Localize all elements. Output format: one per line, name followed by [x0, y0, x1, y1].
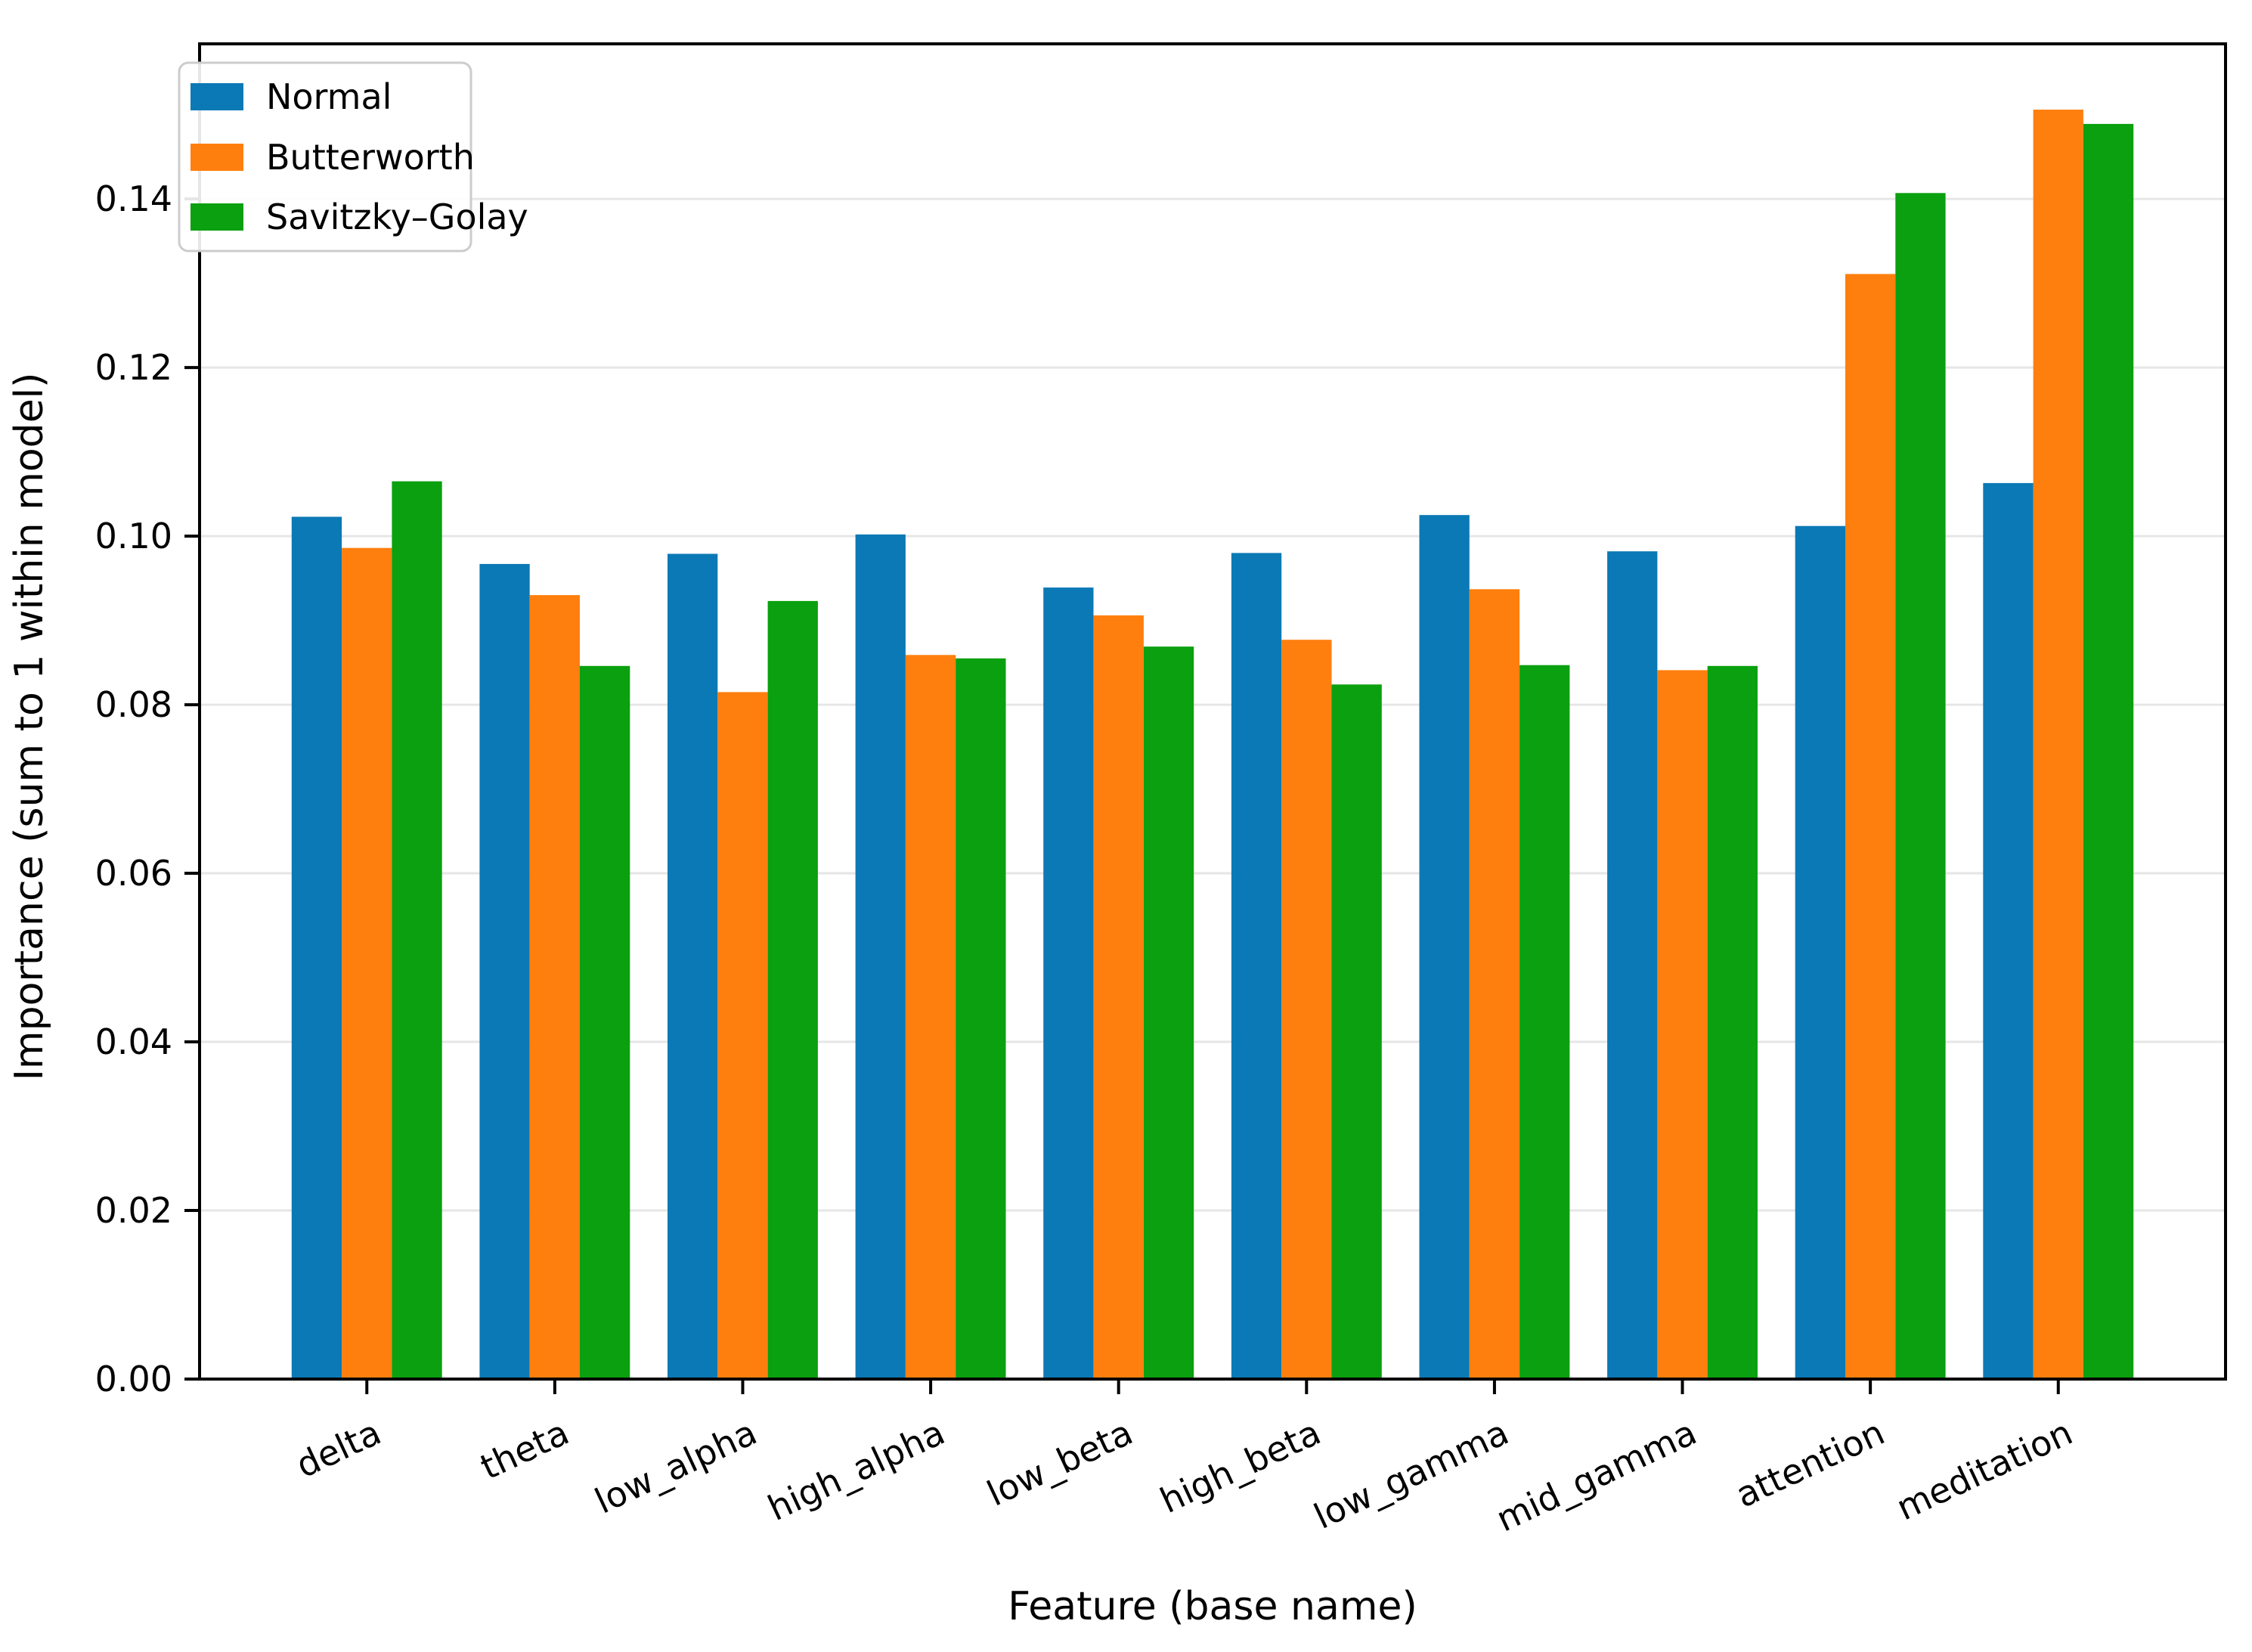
- legend: Normal Butterworth Savitzky–Golay: [178, 61, 528, 253]
- bar-butterworth-delta: [342, 547, 392, 1380]
- bar-butterworth-low_gamma: [1469, 589, 1520, 1379]
- bar-savitzky-golay-delta: [392, 481, 442, 1379]
- bar-savitzky-golay-meditation: [2083, 123, 2134, 1379]
- bar-normal-high_beta: [1231, 553, 1282, 1379]
- legend-label-butterworth: Butterworth: [266, 137, 475, 178]
- bar-normal-low_alpha: [668, 553, 718, 1379]
- x-tick-label-meditation: meditation: [1891, 1412, 2079, 1528]
- y-tick-label-0.02: 0.02: [95, 1190, 172, 1231]
- bar-normal-low_beta: [1043, 587, 1094, 1379]
- bar-normal-high_alpha: [855, 534, 906, 1379]
- bar-butterworth-low_alpha: [717, 692, 768, 1379]
- x-tick-label-high_alpha: high_alpha: [762, 1412, 951, 1529]
- y-tick-label-0.06: 0.06: [95, 853, 172, 894]
- bar-savitzky-golay-low_beta: [1143, 646, 1194, 1379]
- bar-butterworth-attention: [1845, 274, 1896, 1379]
- bar-savitzky-golay-low_alpha: [767, 600, 818, 1379]
- y-tick-label-0.08: 0.08: [95, 684, 172, 725]
- y-tick-label-0.10: 0.10: [95, 516, 172, 556]
- bar-normal-mid_gamma: [1607, 551, 1658, 1380]
- legend-swatch-butterworth: [191, 144, 243, 171]
- x-tick-label-low_alpha: low_alpha: [589, 1412, 763, 1522]
- y-tick-label-0.14: 0.14: [95, 178, 172, 219]
- x-axis-title: Feature (base name): [1008, 1584, 1417, 1629]
- bar-normal-theta: [479, 563, 530, 1379]
- legend-swatch-savitzky-golay: [191, 203, 243, 231]
- bars-layer: [291, 110, 2134, 1380]
- bar-savitzky-golay-attention: [1895, 193, 1946, 1379]
- y-tick-label-0.00: 0.00: [95, 1359, 172, 1399]
- y-tick-label-0.04: 0.04: [95, 1021, 172, 1062]
- legend-swatch-normal: [191, 83, 243, 110]
- axis-labels-layer: Feature (base name) Importance (sum to 1 …: [7, 373, 1417, 1629]
- bar-normal-attention: [1795, 525, 1845, 1380]
- legend-label-normal: Normal: [266, 76, 392, 117]
- bar-savitzky-golay-mid_gamma: [1707, 665, 1758, 1379]
- y-tick-label-0.12: 0.12: [95, 347, 172, 388]
- bar-butterworth-low_beta: [1093, 615, 1144, 1379]
- x-tick-label-low_beta: low_beta: [980, 1412, 1138, 1514]
- bar-butterworth-high_alpha: [905, 655, 956, 1379]
- bar-butterworth-theta: [529, 595, 580, 1379]
- bar-normal-low_gamma: [1419, 515, 1470, 1380]
- bar-normal-meditation: [1983, 482, 2034, 1379]
- x-tick-label-mid_gamma: mid_gamma: [1490, 1412, 1702, 1539]
- legend-label-savitzky-golay: Savitzky–Golay: [266, 197, 528, 237]
- bar-butterworth-high_beta: [1281, 640, 1332, 1379]
- x-tick-label-theta: theta: [474, 1412, 575, 1487]
- plot-frame: [198, 42, 2227, 1381]
- x-tick-label-delta: delta: [290, 1412, 386, 1486]
- bar-butterworth-meditation: [2033, 110, 2083, 1379]
- y-axis-title: Importance (sum to 1 within model): [7, 373, 52, 1081]
- bar-savitzky-golay-theta: [580, 665, 630, 1379]
- bar-butterworth-mid_gamma: [1657, 670, 1708, 1379]
- bar-savitzky-golay-high_alpha: [956, 658, 1006, 1379]
- bar-savitzky-golay-low_gamma: [1519, 665, 1570, 1379]
- x-tick-label-low_gamma: low_gamma: [1308, 1412, 1515, 1537]
- bar-savitzky-golay-high_beta: [1331, 684, 1382, 1379]
- legend-frame: [178, 61, 472, 253]
- x-tick-label-high_beta: high_beta: [1154, 1412, 1327, 1521]
- bar-normal-delta: [291, 516, 342, 1379]
- x-tick-label-attention: attention: [1730, 1412, 1891, 1516]
